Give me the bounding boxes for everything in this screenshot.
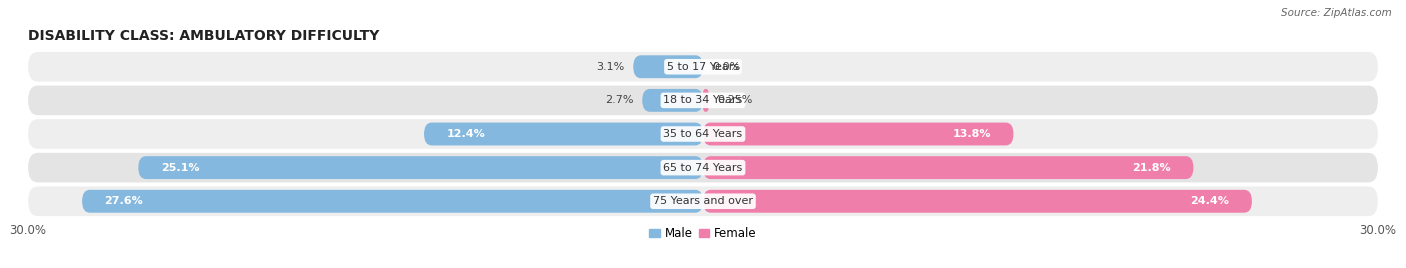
FancyBboxPatch shape xyxy=(138,156,703,179)
Text: 21.8%: 21.8% xyxy=(1132,163,1171,173)
FancyBboxPatch shape xyxy=(82,190,703,213)
Text: 27.6%: 27.6% xyxy=(104,196,143,206)
Text: 24.4%: 24.4% xyxy=(1191,196,1229,206)
FancyBboxPatch shape xyxy=(703,190,1251,213)
Text: 2.7%: 2.7% xyxy=(605,95,633,105)
Legend: Male, Female: Male, Female xyxy=(645,222,761,245)
FancyBboxPatch shape xyxy=(703,156,1194,179)
Text: 65 to 74 Years: 65 to 74 Years xyxy=(664,163,742,173)
FancyBboxPatch shape xyxy=(28,119,1378,149)
FancyBboxPatch shape xyxy=(633,55,703,78)
Text: 75 Years and over: 75 Years and over xyxy=(652,196,754,206)
Text: Source: ZipAtlas.com: Source: ZipAtlas.com xyxy=(1281,8,1392,18)
Text: 25.1%: 25.1% xyxy=(160,163,200,173)
Text: 18 to 34 Years: 18 to 34 Years xyxy=(664,95,742,105)
Text: 13.8%: 13.8% xyxy=(952,129,991,139)
Text: 5 to 17 Years: 5 to 17 Years xyxy=(666,62,740,72)
Text: 3.1%: 3.1% xyxy=(596,62,624,72)
Text: DISABILITY CLASS: AMBULATORY DIFFICULTY: DISABILITY CLASS: AMBULATORY DIFFICULTY xyxy=(28,29,380,43)
Text: 0.25%: 0.25% xyxy=(717,95,754,105)
Text: 0.0%: 0.0% xyxy=(711,62,740,72)
FancyBboxPatch shape xyxy=(28,85,1378,115)
FancyBboxPatch shape xyxy=(703,89,709,112)
FancyBboxPatch shape xyxy=(28,153,1378,183)
Text: 35 to 64 Years: 35 to 64 Years xyxy=(664,129,742,139)
FancyBboxPatch shape xyxy=(28,187,1378,216)
FancyBboxPatch shape xyxy=(643,89,703,112)
FancyBboxPatch shape xyxy=(425,122,703,146)
Text: 12.4%: 12.4% xyxy=(447,129,485,139)
FancyBboxPatch shape xyxy=(28,52,1378,81)
FancyBboxPatch shape xyxy=(703,122,1014,146)
